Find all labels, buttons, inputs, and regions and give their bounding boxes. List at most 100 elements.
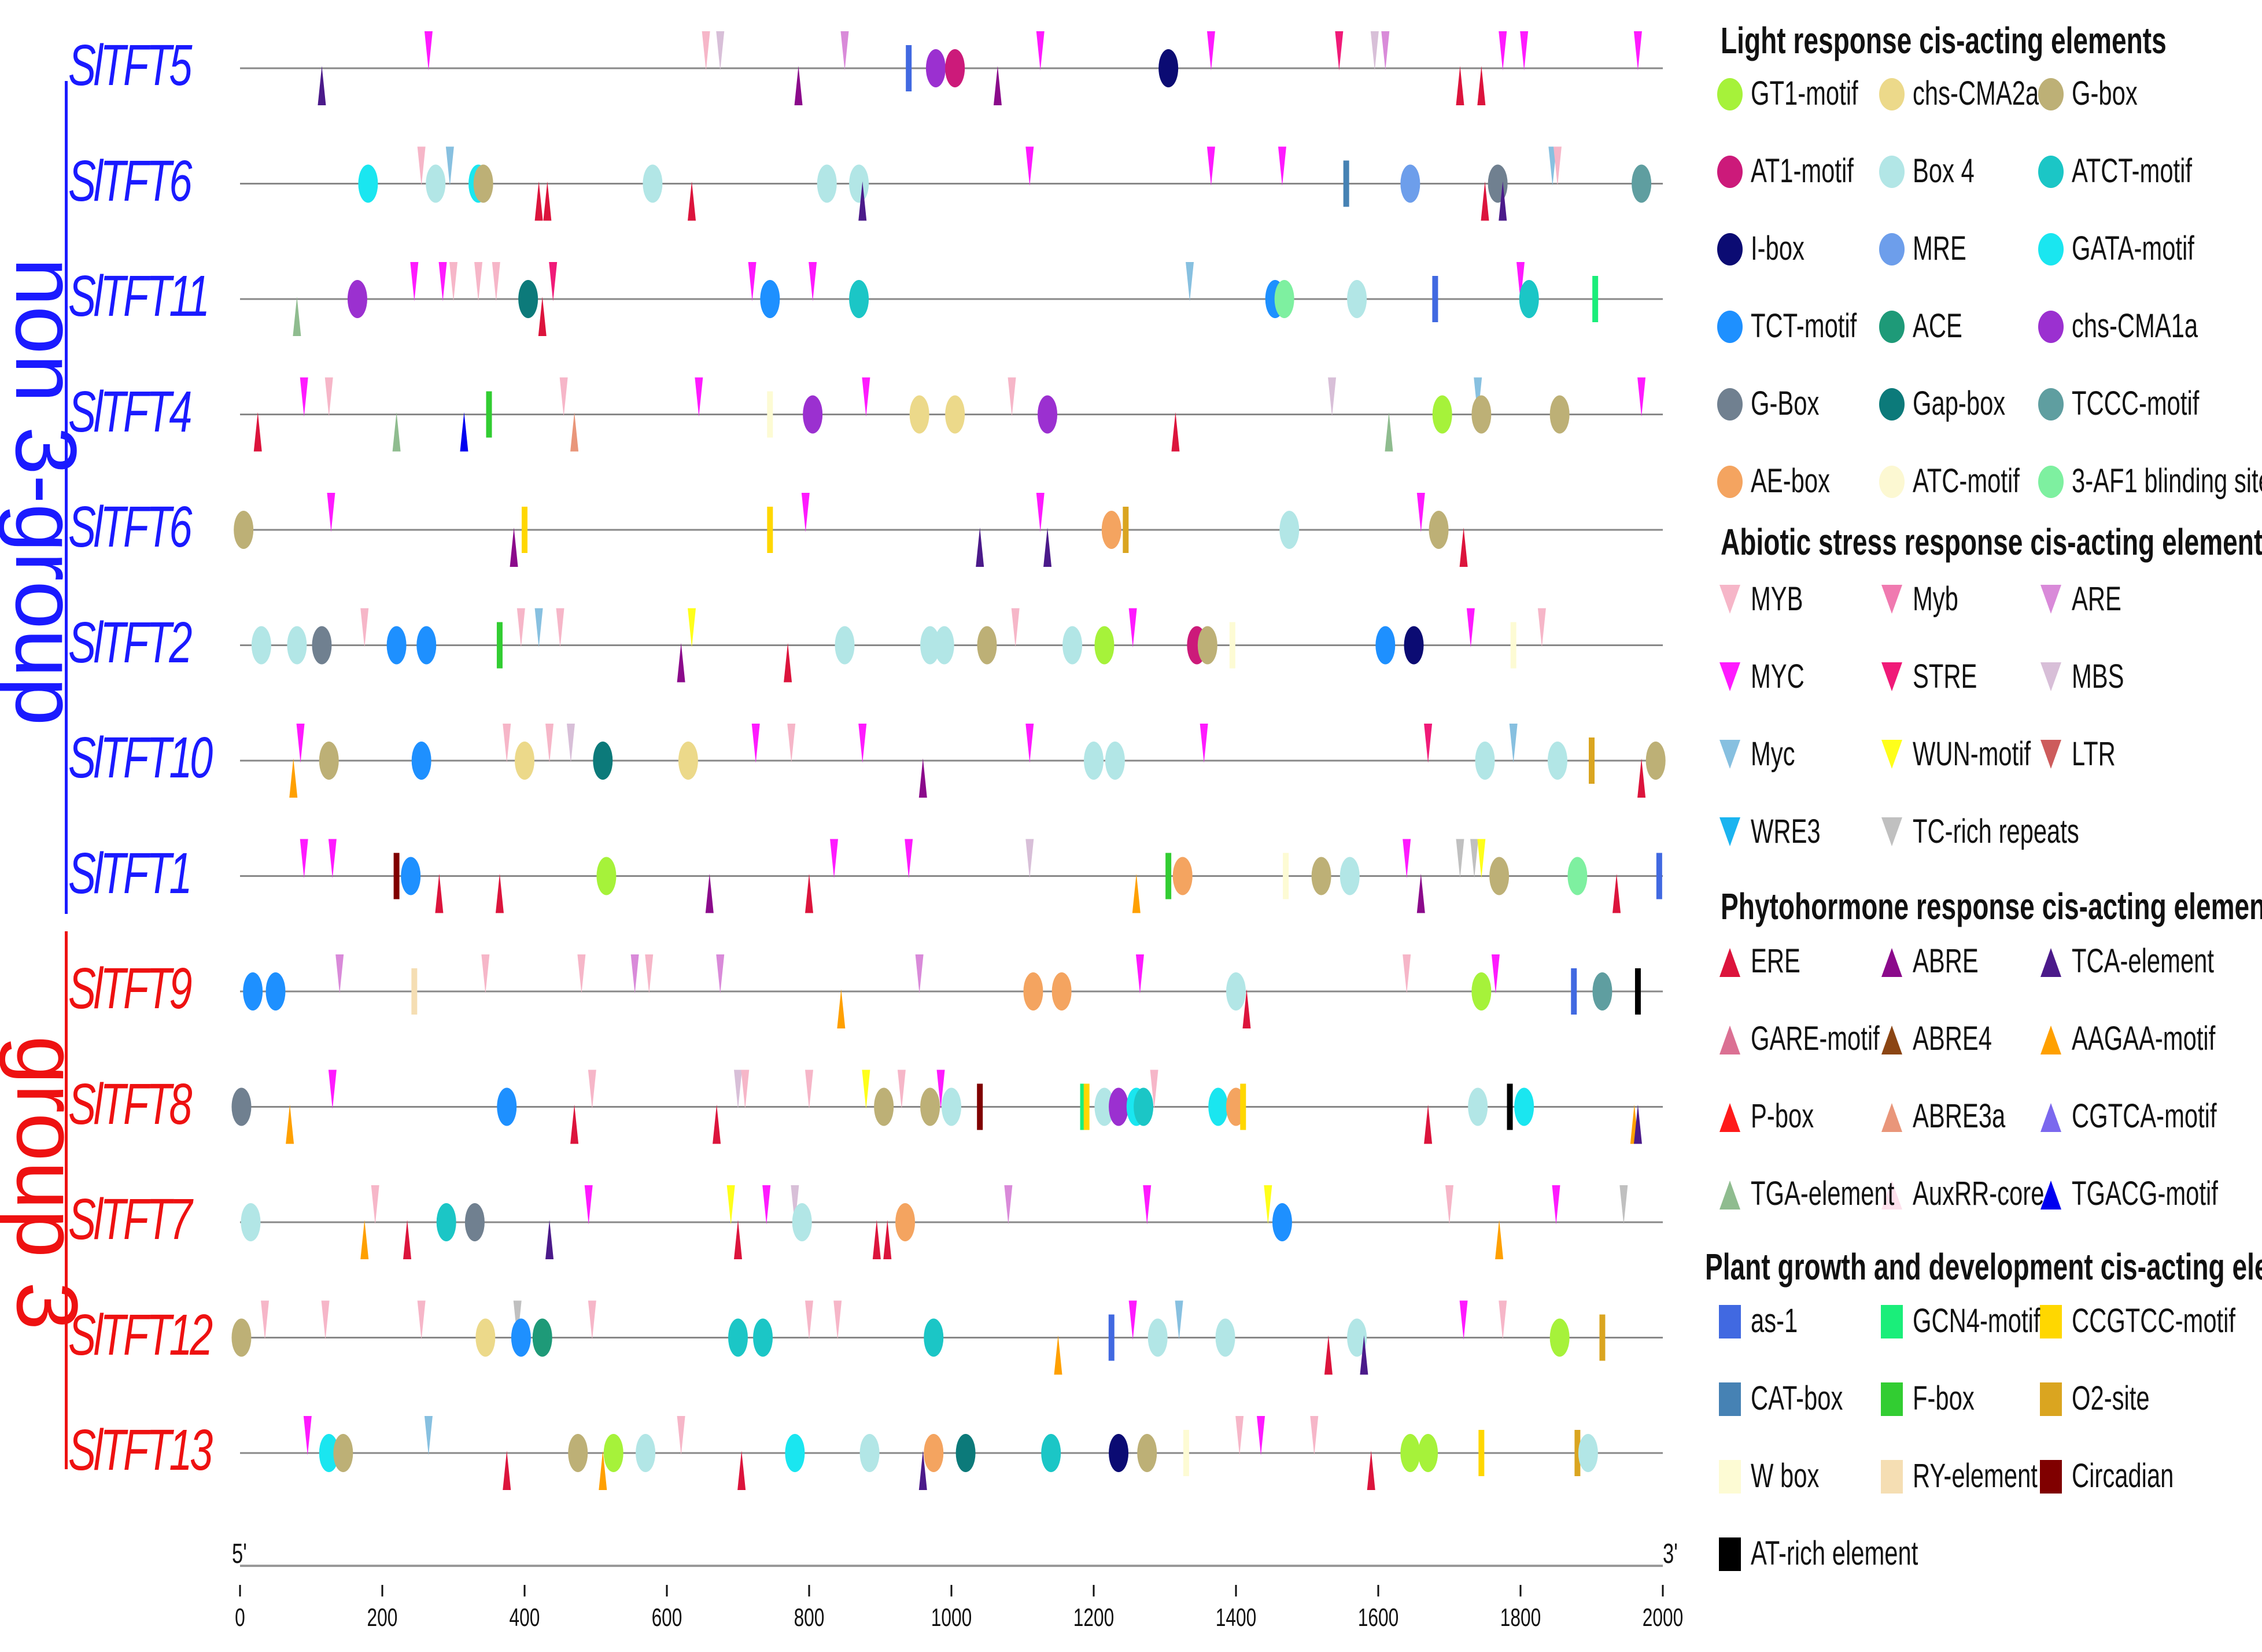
element-as-1 bbox=[1432, 276, 1438, 322]
legend-label: ATCT-motif bbox=[2072, 152, 2193, 190]
axis-end-label: 3' bbox=[1663, 1539, 1678, 1569]
element-abre3a bbox=[570, 412, 579, 452]
legend-label: WUN-motif bbox=[1913, 735, 2031, 773]
element-box-4 bbox=[1475, 742, 1495, 780]
legend-label: MYB bbox=[1751, 580, 1803, 618]
element-myb bbox=[492, 262, 500, 301]
element-gt1-motif bbox=[1418, 1434, 1438, 1472]
element-g-box bbox=[1197, 626, 1217, 665]
element-box-4 bbox=[1347, 280, 1367, 318]
element-as-1 bbox=[1571, 968, 1577, 1015]
legend-label: TCT-motif bbox=[1751, 307, 1857, 345]
element-chs-cma2a bbox=[475, 1318, 496, 1357]
gene-label: SlTFT6 bbox=[68, 495, 192, 559]
element-box-4 bbox=[1105, 742, 1125, 780]
legend-swatch-gt1-motif bbox=[1717, 78, 1743, 110]
legend-swatch-abre4 bbox=[1881, 1026, 1902, 1054]
element-gata-motif bbox=[1208, 1087, 1228, 1126]
element-myc bbox=[1466, 608, 1475, 648]
legend-swatch-mbs bbox=[2040, 662, 2061, 691]
element-as-1 bbox=[1656, 853, 1662, 899]
element-ace bbox=[532, 1318, 552, 1357]
element-tct-motif bbox=[1375, 626, 1396, 665]
element-mbs bbox=[566, 724, 575, 763]
element-gata-motif bbox=[785, 1434, 805, 1472]
axis-tick-label: 600 bbox=[651, 1603, 682, 1632]
axis-start-label: 5' bbox=[232, 1539, 247, 1569]
gene-label: SlTFT2 bbox=[68, 610, 192, 675]
element-myc bbox=[1516, 262, 1525, 301]
legend-swatch-stre bbox=[1881, 662, 1902, 691]
element-abre bbox=[1416, 873, 1425, 913]
legend-label: Myb bbox=[1913, 580, 1958, 618]
legend-swatch-myc bbox=[1719, 662, 1740, 691]
element-box-4 bbox=[1215, 1318, 1235, 1357]
legend-label: GATA-motif bbox=[2072, 230, 2194, 267]
element-atct-motif bbox=[753, 1318, 773, 1357]
element-w-box bbox=[1183, 1430, 1189, 1476]
element-box-4 bbox=[849, 164, 869, 203]
element-w-box bbox=[1510, 622, 1516, 669]
element-myc bbox=[1499, 31, 1507, 71]
element-myb bbox=[1008, 377, 1016, 417]
element-abre bbox=[510, 528, 518, 567]
element-box-4 bbox=[942, 1087, 961, 1126]
element-g-box bbox=[464, 1203, 485, 1241]
element-myc bbox=[300, 377, 308, 417]
element-tca-element bbox=[1499, 181, 1507, 221]
element-myc bbox=[1552, 1185, 1560, 1225]
legend-swatch-tccc-motif bbox=[2038, 388, 2064, 421]
element-myc bbox=[328, 1070, 337, 1109]
element-atct-motif bbox=[1519, 280, 1539, 318]
element-myb bbox=[702, 31, 710, 71]
legend-label: GT1-motif bbox=[1751, 75, 1858, 112]
legend-label: F-box bbox=[1913, 1380, 1975, 1417]
element-myc bbox=[1278, 146, 1286, 186]
element-ere bbox=[538, 297, 547, 336]
element-myb bbox=[588, 1070, 596, 1109]
legend-label: P-box bbox=[1751, 1097, 1814, 1135]
element-g-box bbox=[1488, 164, 1508, 203]
element-abre bbox=[677, 643, 685, 683]
legend-label: chs-CMA2a bbox=[1913, 75, 2039, 112]
legend-label: AE-box bbox=[1751, 462, 1830, 500]
element-chs-cma1a bbox=[1038, 395, 1058, 434]
element-aagaa-motif bbox=[286, 1104, 294, 1144]
element-myb bbox=[1403, 954, 1411, 994]
element-gt1-motif bbox=[1094, 626, 1115, 665]
element-atct-motif bbox=[728, 1318, 748, 1357]
element-w-box bbox=[1283, 853, 1289, 899]
element-f-box bbox=[486, 391, 492, 438]
element-stre bbox=[1335, 31, 1344, 71]
element-myc bbox=[1509, 724, 1518, 763]
legend-label: GARE-motif bbox=[1751, 1020, 1880, 1057]
element-box-4 bbox=[1226, 972, 1246, 1011]
track-sltft13-12 bbox=[240, 1416, 1663, 1490]
legend-swatch-tga-element bbox=[1719, 1181, 1740, 1210]
element-myb bbox=[677, 1416, 685, 1455]
element-aagaa-motif bbox=[1054, 1335, 1062, 1375]
element-wun-motif bbox=[726, 1185, 735, 1225]
element-ere bbox=[1424, 1104, 1433, 1144]
element-gt1-motif bbox=[1549, 1318, 1570, 1357]
element-box-4 bbox=[636, 1434, 656, 1472]
element-myb bbox=[481, 954, 490, 994]
element-tc-rich-repeats bbox=[1470, 839, 1479, 879]
element-ere bbox=[253, 412, 262, 452]
element-ere bbox=[435, 873, 444, 913]
element-ere bbox=[1171, 412, 1180, 452]
legend-swatch-chs-cma2a bbox=[1879, 78, 1905, 110]
element-tca-element bbox=[1633, 1104, 1642, 1144]
legend-swatch-aagaa-motif bbox=[2040, 1026, 2061, 1054]
element-myb bbox=[324, 377, 333, 417]
legend-swatch-ltr bbox=[2040, 740, 2061, 769]
element-g-box bbox=[1471, 395, 1492, 434]
legend-swatch-ccgtcc-motif bbox=[2040, 1305, 2062, 1338]
legend-swatch-myb bbox=[1881, 585, 1902, 614]
element-myb bbox=[1445, 1185, 1453, 1225]
element-ae-box bbox=[1101, 511, 1121, 549]
track-sltft8-9 bbox=[231, 1070, 1663, 1144]
element-ccgtcc-motif bbox=[1240, 1083, 1246, 1130]
gene-label: SlTFT10 bbox=[68, 725, 213, 790]
element-gt1-motif bbox=[603, 1434, 623, 1472]
